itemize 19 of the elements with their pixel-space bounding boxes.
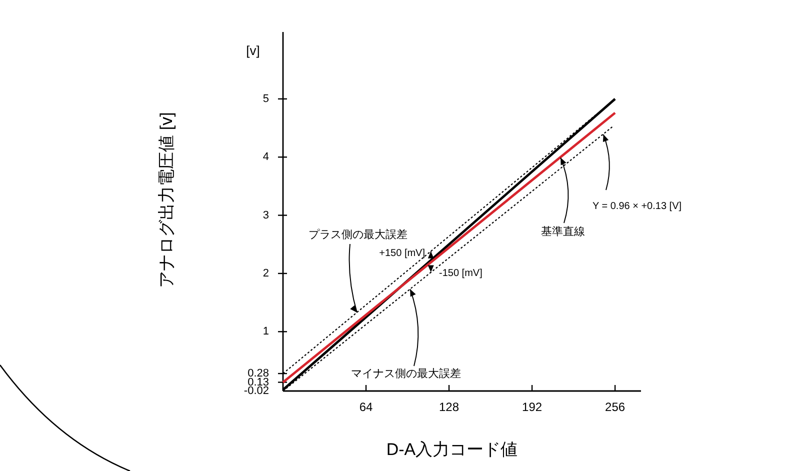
x-tick-label: 64 <box>359 400 374 414</box>
annotation: 基準直線 <box>541 225 585 238</box>
annotation: +150 [mV] <box>379 248 426 259</box>
y-tick-label: 3 <box>262 209 269 222</box>
x-tick-label: 256 <box>605 400 626 414</box>
text: [v] <box>246 43 260 58</box>
annotation: マイナス側の最大誤差 <box>351 367 461 380</box>
y-tick-label: 5 <box>262 92 269 105</box>
x-axis-title: D-A入力コード値 <box>386 440 518 459</box>
y-tick-label: 4 <box>262 151 269 164</box>
y-axis-title: アナログ出力電圧値 [v] <box>157 112 176 288</box>
annotation: Y = 0.96 × +0.13 [V] <box>592 201 682 212</box>
y-tick-label: -0.02 <box>244 385 269 397</box>
x-tick-label: 128 <box>439 400 460 414</box>
x-tick-label: 192 <box>522 400 542 414</box>
y-tick-label: 1 <box>262 326 269 338</box>
y-tick-label: 2 <box>262 267 269 280</box>
annotation: プラス側の最大誤差 <box>308 228 408 241</box>
annotation: -150 [mV] <box>439 268 483 279</box>
